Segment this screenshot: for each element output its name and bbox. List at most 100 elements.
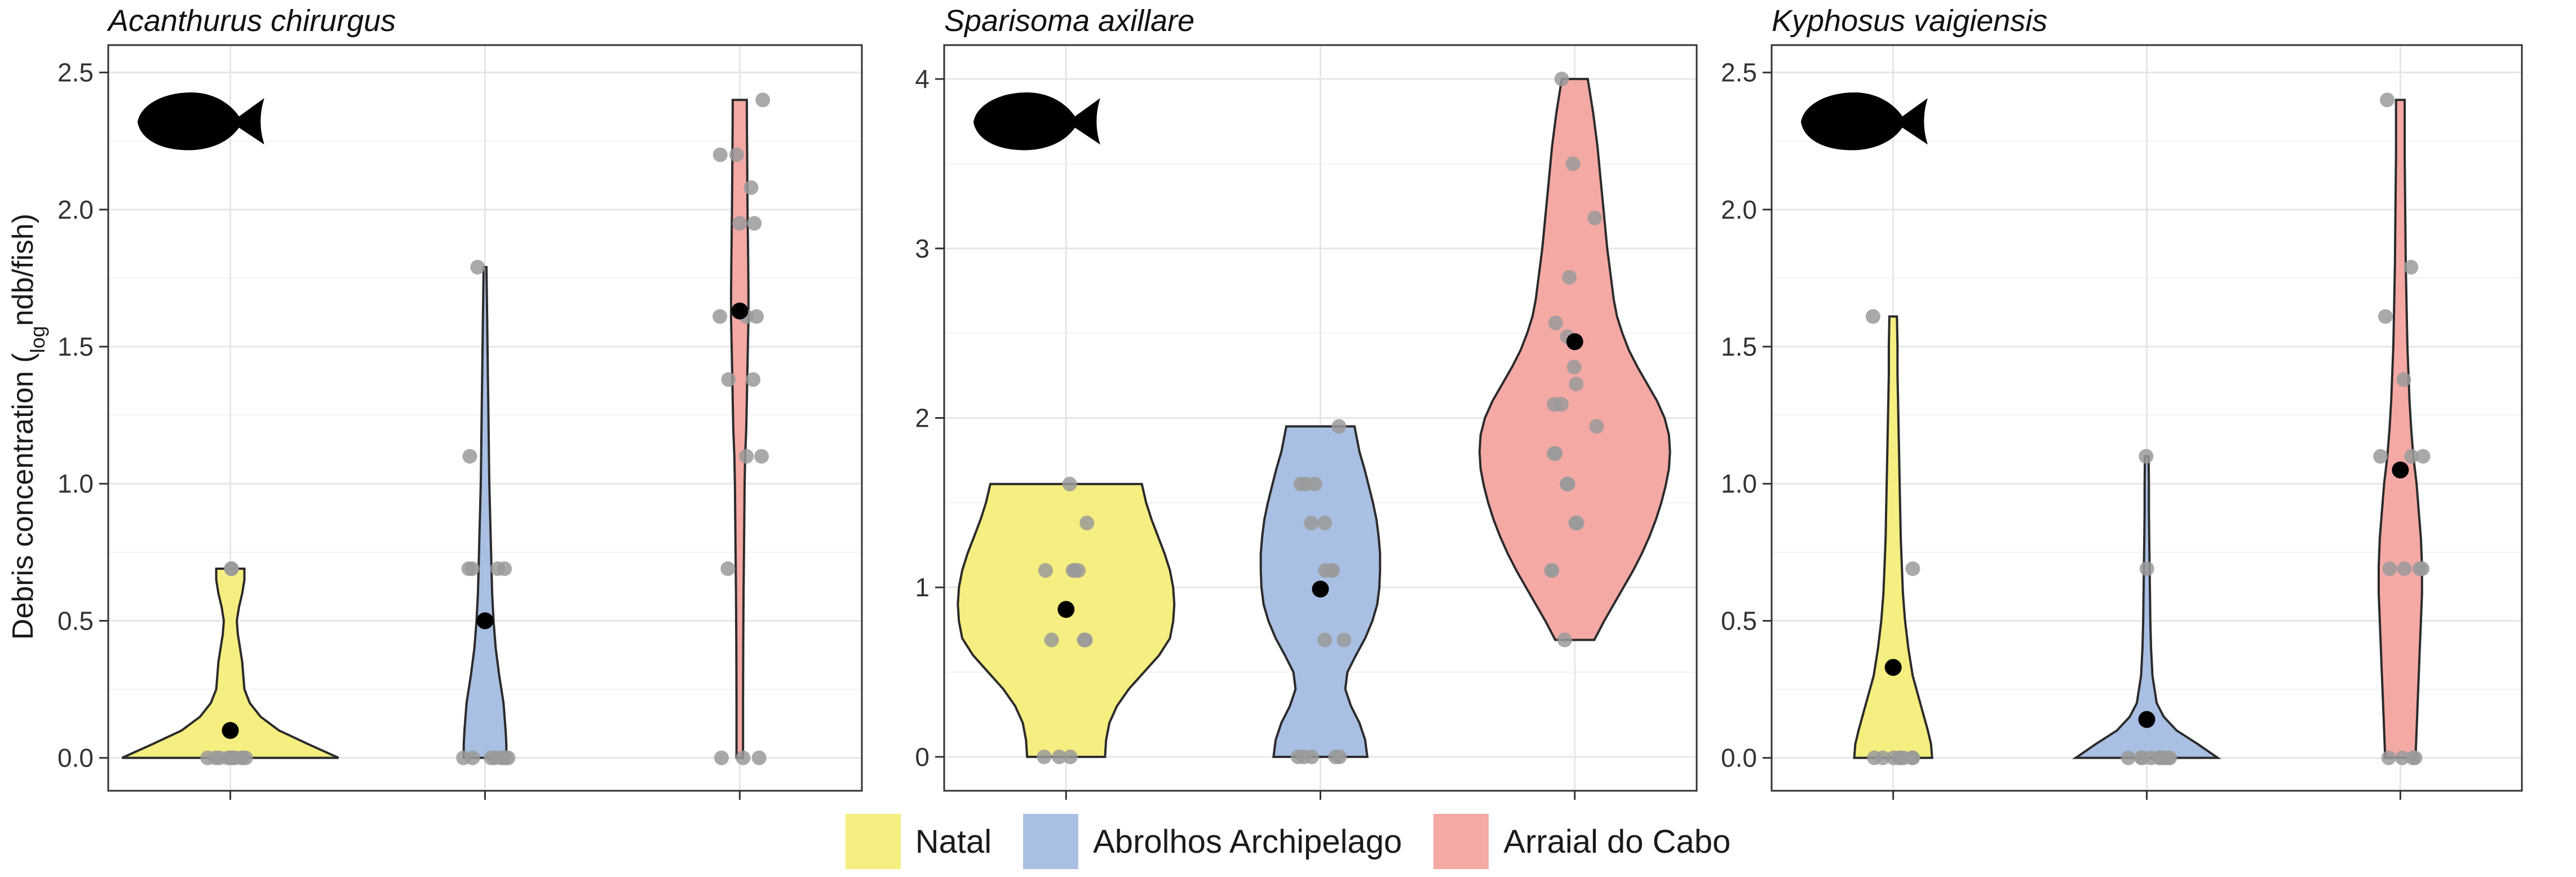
panels-layer: 0.0 0.5 1.0 1.5 2.0 2.5 Acanthurus chirurgus 0 1… (57, 4, 2523, 800)
data-point (1038, 563, 1053, 578)
data-point (749, 309, 764, 324)
data-point (1589, 419, 1604, 434)
data-point (1317, 515, 1333, 530)
data-point (462, 449, 477, 464)
panel-border (1771, 44, 2523, 792)
panel-border (107, 44, 863, 792)
data-point (1557, 632, 1572, 648)
y-tick-label: 1.5 (1721, 332, 1757, 361)
data-point (1554, 72, 1569, 87)
data-point (1317, 632, 1333, 648)
data-point (754, 449, 769, 464)
data-point (1892, 750, 1907, 765)
data-point (1553, 397, 1569, 412)
panel-0: 0.0 0.5 1.0 1.5 2.0 2.5 Acanthurus chirurgus (57, 4, 863, 800)
mean-marker (1566, 333, 1583, 351)
mean-marker (1312, 581, 1329, 598)
data-point (712, 147, 728, 162)
data-point (2404, 449, 2419, 464)
data-point (2139, 561, 2154, 576)
data-point (461, 561, 476, 576)
legend-swatch-arraial (1433, 814, 1489, 869)
data-point (1307, 476, 1322, 491)
data-point (1052, 749, 1067, 764)
data-point (2382, 561, 2397, 576)
data-point (224, 561, 239, 576)
data-point (714, 750, 729, 765)
legend-label-abrolhos: Abrolhos Archipelago (1093, 823, 1402, 860)
data-point (2373, 449, 2388, 464)
panel-title: Sparisoma axillare (944, 4, 1194, 38)
violin-2-0 (1853, 315, 1933, 759)
data-point (746, 372, 761, 387)
panel-1: 0 1 2 3 4 Sparisoma axillare (915, 4, 1698, 800)
legend-item-natal: Natal (845, 814, 992, 869)
y-tick-label: 0.0 (57, 743, 94, 773)
data-point (1568, 515, 1583, 530)
data-point (1875, 750, 1891, 765)
data-point (1062, 476, 1077, 491)
data-point (755, 92, 771, 108)
legend-swatch-natal (845, 814, 901, 869)
data-point (2397, 561, 2412, 576)
data-point (1325, 563, 1340, 578)
data-point (1587, 210, 1603, 225)
data-point (729, 147, 744, 162)
legend-label-arraial: Arraial do Cabo (1503, 823, 1731, 860)
data-point (2134, 750, 2149, 765)
violin-0-0 (121, 568, 339, 759)
data-point (1332, 749, 1347, 764)
data-point (2404, 260, 2419, 274)
data-point (2405, 750, 2420, 765)
data-point (498, 750, 513, 765)
panel-2: 0.0 0.5 1.0 1.5 2.0 2.5 Kyphosus vaigiensis (1721, 4, 2523, 800)
data-point (1304, 515, 1319, 530)
data-point (1063, 749, 1078, 764)
legend-item-abrolhos: Abrolhos Archipelago (1023, 814, 1402, 869)
data-point (200, 750, 215, 765)
data-point (1079, 515, 1095, 530)
data-point (720, 561, 736, 576)
violin-1-0 (957, 482, 1176, 758)
data-point (736, 750, 751, 765)
mean-marker (222, 721, 239, 739)
data-point (721, 372, 736, 387)
data-point (2378, 309, 2393, 324)
y-tick-label: 1.5 (57, 332, 94, 361)
y-tick-label: 1 (915, 573, 930, 602)
data-point (1078, 632, 1093, 648)
y-tick-label: 4 (915, 64, 930, 94)
data-point (712, 309, 728, 324)
data-point (1865, 309, 1880, 324)
legend: Natal Abrolhos Archipelago Arraial do Ca… (0, 810, 2576, 872)
data-point (212, 750, 227, 765)
data-point (227, 750, 242, 765)
data-point (1044, 632, 1059, 648)
data-point (747, 216, 762, 231)
data-point (1566, 360, 1582, 375)
y-tick-label: 2.0 (57, 195, 94, 224)
mean-marker (2138, 711, 2155, 728)
data-point (739, 449, 754, 464)
y-axis-title: Debris concentration (logndb/fish) (7, 214, 49, 640)
data-point (1293, 476, 1308, 491)
y-tick-label: 2.5 (57, 58, 94, 87)
y-tick-label: 2.0 (1721, 195, 1757, 224)
y-tick-label: 2 (915, 404, 930, 433)
data-point (751, 750, 767, 765)
legend-swatch-abrolhos (1023, 814, 1079, 869)
violin-0-2 (730, 99, 750, 759)
data-point (1905, 561, 1920, 576)
data-point (2139, 449, 2154, 464)
mean-marker (1057, 601, 1075, 618)
data-point (456, 750, 471, 765)
legend-label-natal: Natal (915, 823, 992, 860)
y-tick-label: 2.5 (1721, 58, 1757, 87)
y-tick-label: 3 (915, 234, 930, 263)
data-point (1569, 377, 1584, 392)
data-point (732, 216, 747, 231)
data-point (1544, 563, 1560, 578)
data-point (1562, 269, 1577, 285)
legend-item-arraial: Arraial do Cabo (1433, 814, 1730, 869)
data-point (2415, 449, 2431, 464)
